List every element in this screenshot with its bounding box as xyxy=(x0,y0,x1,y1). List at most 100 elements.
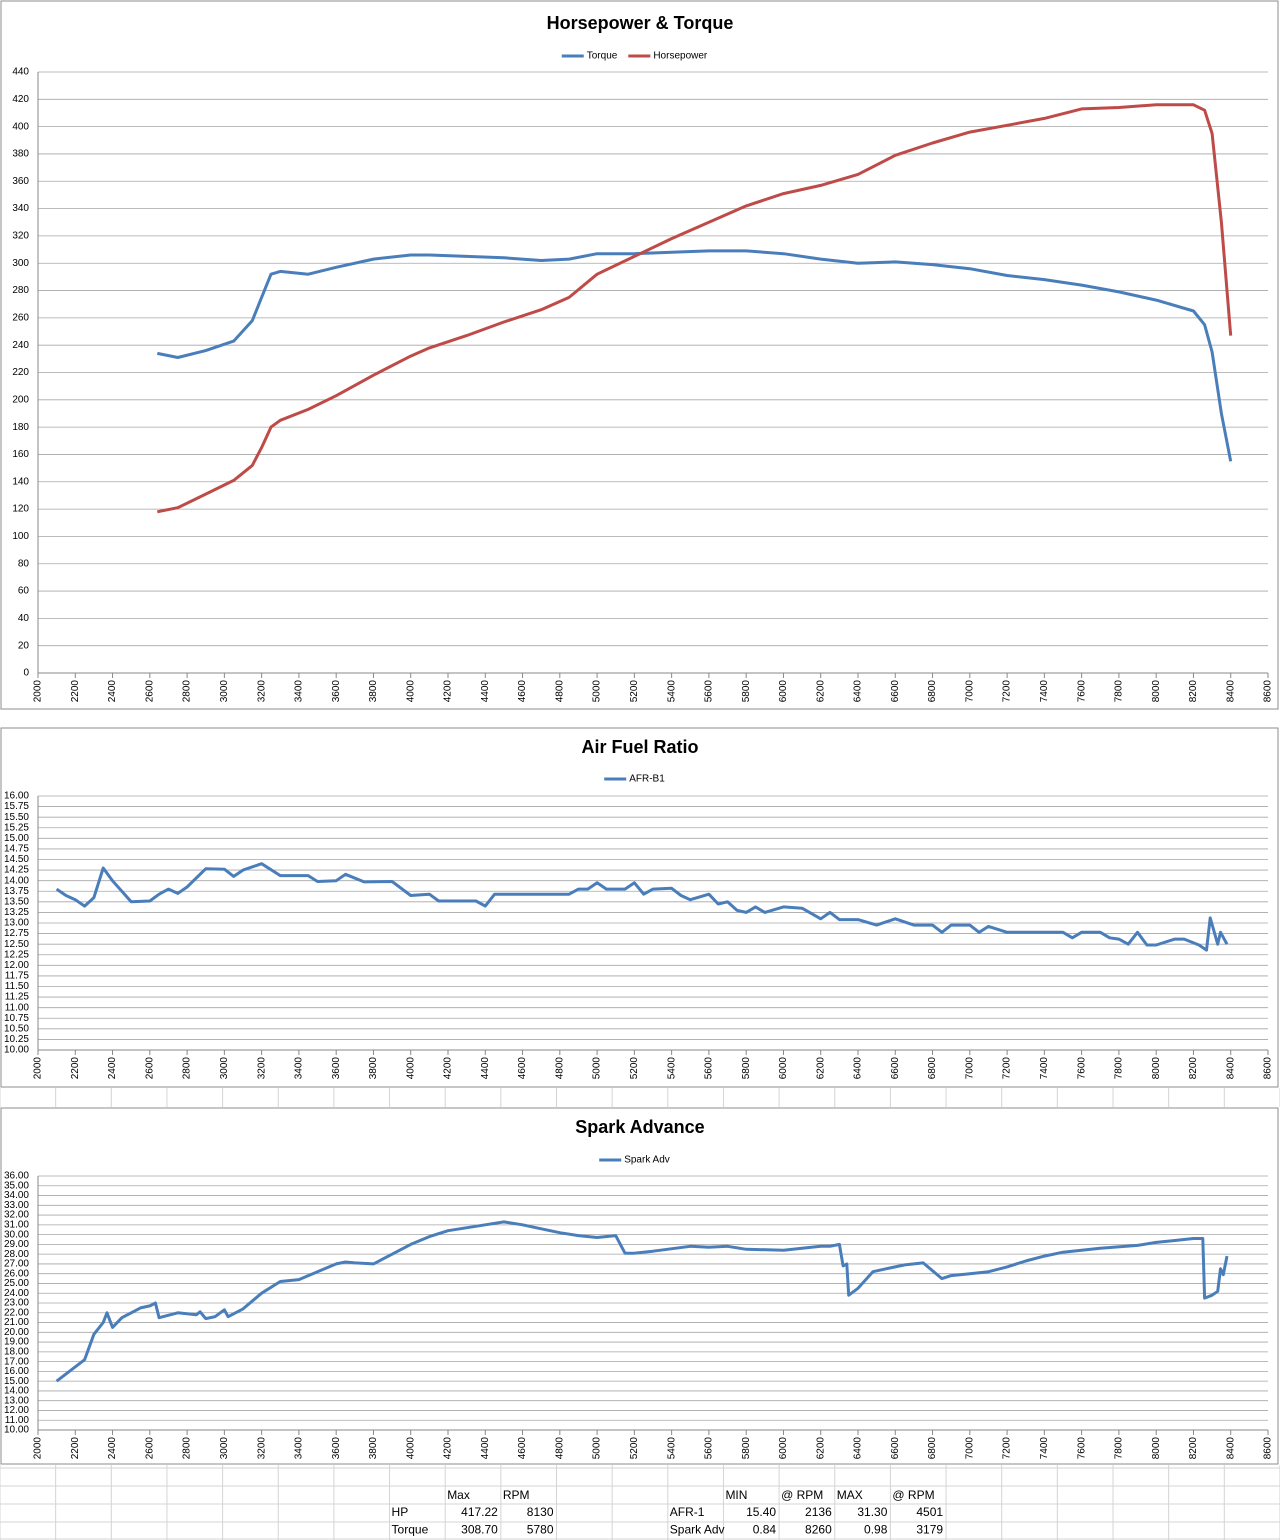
x-tick-label: 8200 xyxy=(1188,680,1199,703)
y-tick-label: 26.00 xyxy=(4,1268,29,1279)
y-tick-label: 17.00 xyxy=(4,1356,29,1367)
y-tick-label: 19.00 xyxy=(4,1337,29,1348)
x-tick-label: 5000 xyxy=(592,1437,603,1460)
x-tick-label: 6800 xyxy=(927,1437,938,1460)
x-tick-label: 4000 xyxy=(405,1437,416,1460)
x-tick-label: 2400 xyxy=(107,1057,118,1080)
y-tick-label: 100 xyxy=(12,531,29,542)
x-tick-label: 7600 xyxy=(1076,1437,1087,1460)
x-tick-label: 3600 xyxy=(331,1437,342,1460)
x-tick-label: 7000 xyxy=(964,680,975,703)
x-tick-label: 3800 xyxy=(368,1437,379,1460)
y-tick-label: 10.75 xyxy=(4,1013,29,1024)
x-tick-label: 7200 xyxy=(1002,1057,1013,1080)
y-tick-label: 160 xyxy=(12,449,29,460)
x-tick-label: 3200 xyxy=(256,1437,267,1460)
table-value: 417.22 xyxy=(461,1505,498,1519)
x-tick-label: 3000 xyxy=(219,1057,230,1080)
x-tick-label: 5000 xyxy=(592,680,603,703)
y-tick-label: 33.00 xyxy=(4,1200,29,1211)
y-tick-label: 15.75 xyxy=(4,801,29,812)
table-header: MAX xyxy=(837,1488,863,1502)
y-tick-label: 260 xyxy=(12,313,29,324)
legend-label: Torque xyxy=(587,51,618,62)
y-tick-label: 13.75 xyxy=(4,886,29,897)
x-tick-label: 4200 xyxy=(443,1057,454,1080)
y-tick-label: 18.00 xyxy=(4,1346,29,1357)
table-value: 15.40 xyxy=(746,1505,776,1519)
y-tick-label: 13.00 xyxy=(4,918,29,929)
x-tick-label: 4600 xyxy=(517,1057,528,1080)
x-tick-label: 6200 xyxy=(815,1437,826,1460)
table-header: MIN xyxy=(725,1488,747,1502)
y-tick-label: 16.00 xyxy=(4,791,29,802)
y-tick-label: 14.50 xyxy=(4,854,29,865)
y-tick-label: 14.75 xyxy=(4,844,29,855)
y-tick-label: 11.50 xyxy=(5,981,30,992)
x-tick-label: 4800 xyxy=(554,1437,565,1460)
y-tick-label: 420 xyxy=(12,94,29,105)
y-tick-label: 12.00 xyxy=(4,1405,29,1416)
y-tick-label: 13.50 xyxy=(4,896,29,907)
chart-panel xyxy=(0,727,1279,1088)
x-tick-label: 7400 xyxy=(1039,1437,1050,1460)
x-tick-label: 5400 xyxy=(666,1437,677,1460)
x-tick-label: 6600 xyxy=(890,1437,901,1460)
x-tick-label: 2800 xyxy=(182,1057,193,1080)
y-tick-label: 280 xyxy=(12,285,29,296)
x-tick-label: 4400 xyxy=(480,680,491,703)
x-tick-label: 2600 xyxy=(144,680,155,703)
x-tick-label: 2200 xyxy=(70,1437,81,1460)
x-tick-label: 3200 xyxy=(256,680,267,703)
x-tick-label: 3600 xyxy=(331,680,342,703)
x-tick-label: 8000 xyxy=(1151,680,1162,703)
x-tick-label: 7400 xyxy=(1039,680,1050,703)
series-line xyxy=(55,862,1229,952)
table-header: Max xyxy=(447,1488,470,1502)
x-tick-label: 4200 xyxy=(443,680,454,703)
x-tick-label: 6200 xyxy=(815,1057,826,1080)
y-tick-label: 15.50 xyxy=(4,812,29,823)
series-line xyxy=(157,249,1233,462)
y-tick-label: 200 xyxy=(12,394,29,405)
y-tick-label: 29.00 xyxy=(4,1239,29,1250)
y-tick-label: 14.25 xyxy=(4,865,29,876)
x-tick-label: 6000 xyxy=(778,1057,789,1080)
y-tick-label: 10.50 xyxy=(4,1023,29,1034)
x-tick-label: 2600 xyxy=(144,1437,155,1460)
x-tick-label: 6800 xyxy=(927,1057,938,1080)
table-value: 2136 xyxy=(805,1505,832,1519)
x-tick-label: 3400 xyxy=(294,680,305,703)
table-value: 8130 xyxy=(527,1505,554,1519)
x-tick-label: 5200 xyxy=(629,680,640,703)
x-tick-label: 2400 xyxy=(107,680,118,703)
y-tick-label: 13.25 xyxy=(4,907,29,918)
chart: Horsepower & Torque 0 20 40 60 80 100 120 140 160… xyxy=(0,0,1279,710)
y-tick-label: 140 xyxy=(12,476,29,487)
x-tick-label: 7000 xyxy=(964,1057,975,1080)
x-tick-label: 6000 xyxy=(778,1437,789,1460)
x-tick-label: 8600 xyxy=(1263,1057,1274,1080)
x-tick-label: 6600 xyxy=(890,1057,901,1080)
y-tick-label: 360 xyxy=(12,176,29,187)
x-tick-label: 5000 xyxy=(592,1057,603,1080)
series-line xyxy=(157,103,1233,514)
x-tick-label: 4800 xyxy=(554,680,565,703)
x-tick-label: 5600 xyxy=(704,680,715,703)
y-tick-label: 12.00 xyxy=(4,960,29,971)
x-tick-label: 5600 xyxy=(704,1057,715,1080)
table-header: @ RPM xyxy=(781,1488,823,1502)
x-tick-label: 3000 xyxy=(219,1437,230,1460)
y-tick-label: 80 xyxy=(18,558,30,569)
x-tick-label: 4400 xyxy=(480,1437,491,1460)
y-tick-label: 12.25 xyxy=(4,949,29,960)
x-tick-label: 3600 xyxy=(331,1057,342,1080)
x-tick-label: 5800 xyxy=(741,1437,752,1460)
x-tick-label: 8400 xyxy=(1225,680,1236,703)
y-tick-label: 11.25 xyxy=(5,992,30,1003)
y-tick-label: 11.00 xyxy=(5,1002,30,1013)
chart-panel xyxy=(0,1107,1279,1465)
y-tick-label: 12.75 xyxy=(4,928,29,939)
x-tick-label: 6600 xyxy=(890,680,901,703)
